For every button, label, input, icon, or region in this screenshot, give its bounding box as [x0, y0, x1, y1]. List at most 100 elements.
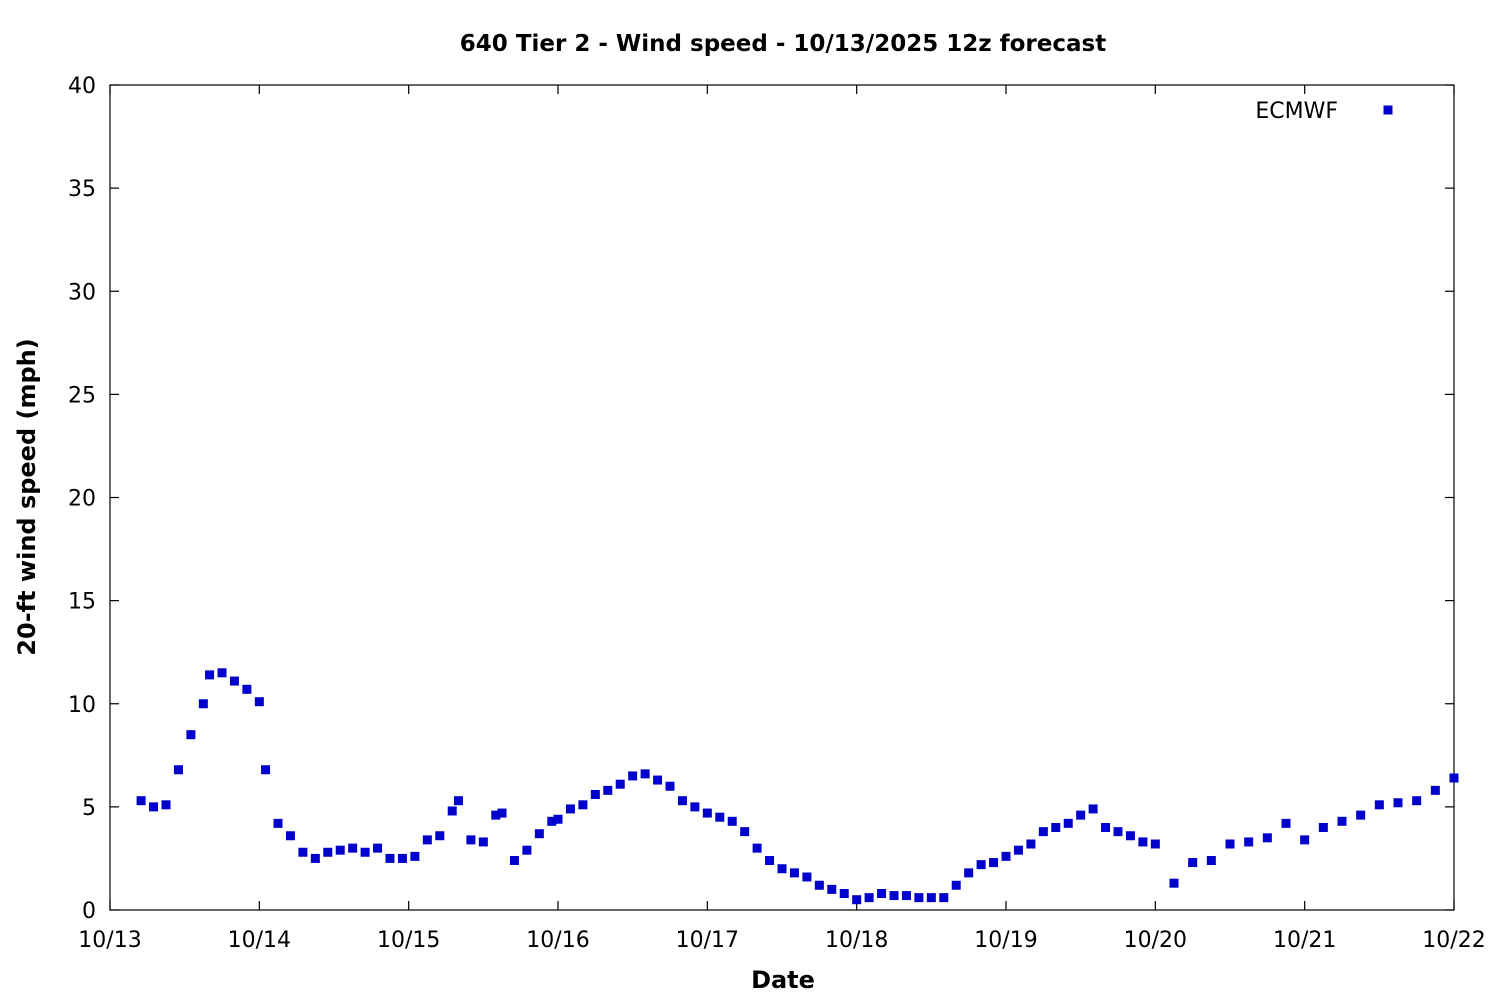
ecmwf-point: [889, 891, 899, 901]
ecmwf-point: [565, 804, 575, 814]
ecmwf-point: [323, 847, 333, 857]
ecmwf-point: [273, 818, 283, 828]
ecmwf-point: [814, 880, 824, 890]
x-tick-label: 10/16: [526, 928, 589, 953]
ecmwf-point: [1063, 818, 1073, 828]
ecmwf-point: [310, 853, 320, 863]
chart-title: 640 Tier 2 - Wind speed - 10/13/2025 12z…: [460, 31, 1106, 57]
ecmwf-point: [777, 864, 787, 874]
axis-ticks: [109, 84, 1455, 911]
y-tick-label: 30: [68, 280, 96, 305]
ecmwf-point: [939, 893, 949, 903]
ecmwf-point: [435, 831, 445, 841]
tick-labels: 10/13 10/14 10/15 10/16 10/17 10/18 10/19 10/20…: [68, 74, 1486, 953]
ecmwf-point: [901, 891, 911, 901]
ecmwf-point: [665, 781, 675, 791]
x-tick-label: 10/13: [78, 928, 141, 953]
ecmwf-point: [447, 806, 457, 816]
ecmwf-point: [373, 843, 383, 853]
ecmwf-point: [951, 880, 961, 890]
y-tick-label: 15: [68, 590, 96, 615]
ecmwf-point: [653, 775, 663, 785]
ecmwf-point: [603, 785, 613, 795]
x-tick-label: 10/20: [1124, 928, 1187, 953]
ecmwf-point: [765, 856, 775, 865]
ecmwf-point: [1206, 856, 1216, 865]
ecmwf-point: [827, 884, 837, 894]
y-axis-title: 20-ft wind speed (mph): [13, 338, 41, 655]
ecmwf-point: [149, 802, 159, 812]
ecmwf-point: [1188, 858, 1198, 868]
ecmwf-point: [254, 697, 264, 707]
ecmwf-point: [1101, 823, 1111, 832]
ecmwf-point: [702, 808, 712, 818]
ecmwf-point: [877, 889, 887, 898]
ecmwf-point: [173, 765, 183, 775]
ecmwf-point: [1430, 785, 1440, 795]
ecmwf-point: [161, 800, 171, 810]
ecmwf-point: [864, 893, 874, 903]
ecmwf-point: [385, 853, 395, 863]
x-tick-label: 10/19: [974, 928, 1037, 953]
ecmwf-point: [852, 895, 862, 905]
x-tick-label: 10/14: [228, 928, 291, 953]
ecmwf-point: [677, 796, 687, 806]
ecmwf-point: [198, 699, 208, 709]
x-tick-label: 10/17: [676, 928, 739, 953]
data-marks: [136, 668, 1459, 905]
ecmwf-point: [1262, 833, 1272, 843]
ecmwf-point: [1412, 796, 1422, 806]
ecmwf-point: [690, 802, 700, 812]
ecmwf-point: [839, 889, 849, 898]
ecmwf-point: [1051, 823, 1061, 832]
ecmwf-point: [1169, 878, 1179, 888]
ecmwf-point: [976, 860, 986, 870]
ecmwf-point: [348, 843, 358, 853]
ecmwf-point: [1356, 810, 1366, 820]
ecmwf-point: [298, 847, 308, 857]
ecmwf-point: [453, 796, 463, 806]
ecmwf-point: [1337, 816, 1347, 826]
plot-frame: [109, 84, 1455, 911]
ecmwf-point: [1013, 845, 1023, 855]
ecmwf-point: [1113, 827, 1123, 837]
ecmwf-point: [410, 851, 420, 861]
ecmwf-point: [1150, 839, 1160, 849]
ecmwf-point: [466, 835, 476, 845]
ecmwf-point: [1076, 810, 1086, 820]
ecmwf-point: [590, 790, 600, 799]
ecmwf-point: [1318, 823, 1328, 832]
ecmwf-point: [335, 845, 345, 855]
x-tick-label: 10/22: [1422, 928, 1485, 953]
y-tick-label: 10: [68, 693, 96, 718]
ecmwf-point: [1374, 800, 1384, 810]
series-ecmwf: [136, 668, 1459, 905]
ecmwf-point: [217, 668, 227, 678]
ecmwf-point: [989, 858, 999, 868]
ecmwf-point: [136, 796, 146, 806]
ecmwf-point: [242, 684, 252, 694]
y-tick-label: 35: [68, 177, 96, 202]
ecmwf-point: [1125, 831, 1135, 841]
x-tick-label: 10/15: [377, 928, 440, 953]
ecmwf-point: [964, 868, 974, 878]
legend-label-ecmwf: ECMWF: [1255, 99, 1338, 124]
x-tick-label: 10/18: [825, 928, 888, 953]
ecmwf-point: [522, 845, 532, 855]
ecmwf-point: [422, 835, 432, 845]
ecmwf-point: [229, 676, 239, 686]
ecmwf-point: [1026, 839, 1036, 849]
ecmwf-point: [740, 827, 750, 837]
ecmwf-point: [553, 814, 563, 824]
ecmwf-point: [1244, 837, 1254, 847]
ecmwf-point: [727, 816, 737, 826]
ecmwf-point: [360, 847, 370, 857]
x-axis-title: Date: [751, 966, 815, 994]
ecmwf-point: [1225, 839, 1235, 849]
ecmwf-point: [1449, 773, 1459, 783]
x-tick-label: 10/21: [1273, 928, 1336, 953]
y-tick-label: 20: [68, 487, 96, 512]
ecmwf-point: [1393, 798, 1403, 808]
ecmwf-point: [1300, 835, 1310, 845]
